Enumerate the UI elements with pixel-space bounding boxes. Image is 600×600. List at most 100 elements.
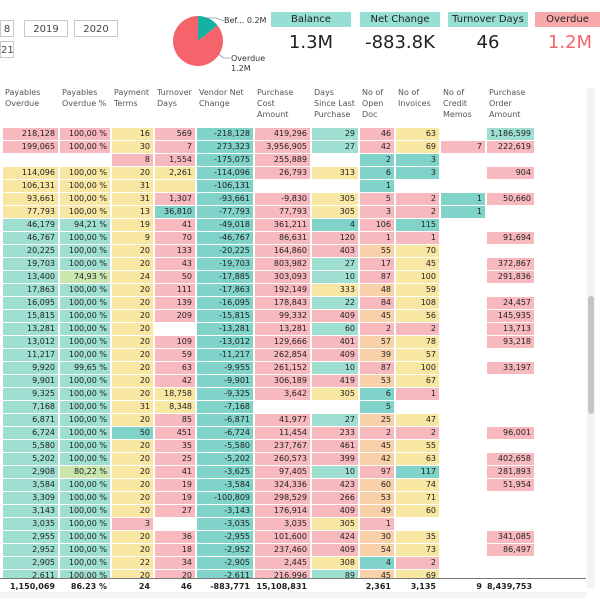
table-row[interactable]: 6,724 100,00 % 50 451 -6,724 11,454 233 2 2 96,00… [0, 427, 586, 440]
cell-purchase-cost-amount: -9,830 [255, 193, 310, 205]
cell-days-since-last-purchase: 313 [312, 167, 358, 179]
cell-purchase-cost-amount: 303,093 [255, 271, 310, 283]
cell-payables-overdue: 2,908 [3, 466, 58, 478]
column-header-days-since-last-purchase[interactable]: Days Since Last Purchase [314, 88, 355, 119]
cell-payables-overdue: 218,128 [3, 128, 58, 140]
pie-slice-before[interactable] [198, 16, 218, 41]
table-row[interactable]: 199,065 100,00 % 30 7 273,323 3,956,905 27 42 69… [0, 141, 586, 154]
card-turnover-days-title: Turnover Days [448, 12, 528, 27]
table-row[interactable]: 9,920 99,65 % 20 63 -9,955 261,152 10 87 100 33,1… [0, 362, 586, 375]
cell-payables-overdue-pct: 100,00 % [60, 245, 110, 257]
column-header-vendor-net-change[interactable]: Vendor Net Change [199, 88, 244, 108]
table-row[interactable]: 5,580 100,00 % 20 35 -5,580 237,767 461 45 55 [0, 440, 586, 453]
cell-vendor-net-change: -9,955 [197, 362, 253, 374]
cell-payables-overdue-pct: 100,00 % [60, 388, 110, 400]
cell-payables-overdue: 16,095 [3, 297, 58, 309]
table-row[interactable]: 5,202 100,00 % 20 25 -5,202 260,573 399 42 63 402… [0, 453, 586, 466]
column-header-purchase-order-amount[interactable]: Purchase Order Amount [489, 88, 526, 119]
cell-no-of-open-doc: 2 [360, 427, 394, 439]
table-row[interactable]: 106,131 100,00 % 31 -106,131 1 [0, 180, 586, 193]
cell-no-of-open-doc: 84 [360, 297, 394, 309]
table-row[interactable]: 13,281 100,00 % 20 -13,281 13,281 60 2 2 13,713 [0, 323, 586, 336]
cell-purchase-cost-amount: 3,035 [255, 518, 310, 530]
cell-payables-overdue: 17,863 [3, 284, 58, 296]
table-row[interactable]: 2,908 80,22 % 20 41 -3,625 97,405 10 97 117 281,8… [0, 466, 586, 479]
cell-turnover-days: 41 [155, 466, 195, 478]
year-button-8[interactable]: 8 [0, 20, 14, 37]
column-header-payables-overdue-pct[interactable]: Payables Overdue % [62, 88, 107, 108]
table-row[interactable]: 3,035 100,00 % 3 -3,035 3,035 305 1 [0, 518, 586, 531]
cell-vendor-net-change: -46,767 [197, 232, 253, 244]
cell-purchase-order-amount: 51,954 [487, 479, 534, 491]
scrollbar-thumb[interactable] [588, 296, 594, 414]
table-row[interactable]: 13,012 100,00 % 20 109 -13,012 129,666 401 57 78… [0, 336, 586, 349]
column-header-purchase-cost-amount[interactable]: Purchase Cost Amount [257, 88, 294, 119]
table-row[interactable]: 2,952 100,00 % 20 18 -2,952 237,460 409 54 73 86,… [0, 544, 586, 557]
table-row[interactable]: 3,143 100,00 % 20 27 -3,143 176,914 409 49 60 [0, 505, 586, 518]
cell-no-of-invoices: 74 [396, 479, 439, 491]
cell-purchase-cost-amount: 178,843 [255, 297, 310, 309]
year-button-21[interactable]: 21 [0, 41, 14, 58]
table-row[interactable]: 9,901 100,00 % 20 42 -9,901 306,189 419 53 67 [0, 375, 586, 388]
table-row[interactable]: 3,309 100,00 % 20 19 -100,809 298,529 266 53 71 [0, 492, 586, 505]
table-row[interactable]: 218,128 100,00 % 16 569 -218,128 419,296 29 46 6… [0, 128, 586, 141]
table-row[interactable]: 9,325 100,00 % 20 18,758 -9,325 3,642 305 6 1 [0, 388, 586, 401]
cell-payables-overdue-pct: 100,00 % [60, 401, 110, 413]
pie-slice-overdue[interactable] [173, 16, 223, 67]
table-row[interactable]: 17,863 100,00 % 20 111 -17,863 192,149 333 48 59 [0, 284, 586, 297]
cell-payment-terms: 20 [112, 388, 153, 400]
cell-purchase-cost-amount: 2,445 [255, 557, 310, 569]
cell-no-of-credit-memos [441, 245, 485, 257]
cell-no-of-credit-memos [441, 479, 485, 491]
cell-purchase-cost-amount: 803,982 [255, 258, 310, 270]
table-row[interactable]: 46,179 94,21 % 19 41 -49,018 361,211 4 106 115 [0, 219, 586, 232]
table-row[interactable]: 6,871 100,00 % 20 85 -6,871 41,977 27 25 47 [0, 414, 586, 427]
cell-vendor-net-change: -218,128 [197, 128, 253, 140]
table-vertical-scrollbar[interactable] [587, 88, 595, 588]
column-header-no-of-credit-memos[interactable]: No of Credit Memos [443, 88, 472, 119]
cell-no-of-credit-memos [441, 414, 485, 426]
cell-no-of-invoices: 117 [396, 466, 439, 478]
cell-turnover-days: 111 [155, 284, 195, 296]
table-row[interactable]: 16,095 100,00 % 20 139 -16,095 178,843 22 84 108… [0, 297, 586, 310]
cell-no-of-open-doc: 53 [360, 492, 394, 504]
cell-payables-overdue: 2,905 [3, 557, 58, 569]
table-row[interactable]: 7,168 100,00 % 31 8,348 -7,168 5 [0, 401, 586, 414]
table-row[interactable]: 2,905 100,00 % 22 34 -2,905 2,445 308 4 2 [0, 557, 586, 570]
year-button-2019[interactable]: 2019 [24, 20, 68, 37]
table-row[interactable]: 3,584 100,00 % 20 19 -3,584 324,336 423 60 74 51,… [0, 479, 586, 492]
cell-no-of-open-doc: 1 [360, 180, 394, 192]
table-row[interactable]: 19,703 100,00 % 20 43 -19,703 803,982 27 17 45 37… [0, 258, 586, 271]
column-header-payment-terms[interactable]: Payment Terms [114, 88, 150, 108]
column-header-payables-overdue[interactable]: Payables Overdue [5, 88, 41, 108]
cell-payment-terms: 31 [112, 401, 153, 413]
table-row[interactable]: 2,955 100,00 % 20 36 -2,955 101,600 424 30 35 341… [0, 531, 586, 544]
cell-payables-overdue-pct: 100,00 % [60, 141, 110, 153]
table-row[interactable]: 20,225 100,00 % 20 133 -20,225 164,860 403 55 70 [0, 245, 586, 258]
column-header-turnover-days[interactable]: Turnover Days [157, 88, 192, 108]
table-row[interactable]: 15,815 100,00 % 20 209 -15,815 99,332 409 45 56 1… [0, 310, 586, 323]
cell-no-of-invoices: 67 [396, 375, 439, 387]
cell-payment-terms: 20 [112, 505, 153, 517]
table-row[interactable]: 93,661 100,00 % 31 1,307 -93,661 -9,830 305 5 2 1… [0, 193, 586, 206]
cell-no-of-open-doc: 87 [360, 271, 394, 283]
cell-payment-terms: 20 [112, 258, 153, 270]
table-row[interactable]: 77,793 100,00 % 13 36,810 -77,793 77,793 305 3 2… [0, 206, 586, 219]
table-row[interactable]: 11,217 100,00 % 20 59 -11,217 262,854 409 39 57 [0, 349, 586, 362]
cell-no-of-open-doc: 48 [360, 284, 394, 296]
cell-payment-terms: 20 [112, 167, 153, 179]
year-button-2020[interactable]: 2020 [74, 20, 118, 37]
cell-vendor-net-change: -49,018 [197, 219, 253, 231]
table-row[interactable]: 13,400 74,93 % 24 50 -17,885 303,093 10 87 100 29… [0, 271, 586, 284]
table-row[interactable]: 114,096 100,00 % 20 2,261 -114,096 26,793 313 6… [0, 167, 586, 180]
table-horizontal-scrollbar[interactable] [0, 592, 586, 598]
column-header-no-of-invoices[interactable]: No of Invoices [398, 88, 431, 108]
cell-turnover-days: 2,261 [155, 167, 195, 179]
cell-turnover-days: 1,307 [155, 193, 195, 205]
table-row[interactable]: 46,767 100,00 % 9 70 -46,767 86,631 120 1 1 91,69… [0, 232, 586, 245]
cell-payables-overdue: 3,035 [3, 518, 58, 530]
cell-vendor-net-change: -19,703 [197, 258, 253, 270]
cell-no-of-open-doc: 2 [360, 323, 394, 335]
table-row[interactable]: 8 1,554 -175,075 255,889 2 3 [0, 154, 586, 167]
column-header-no-of-open-doc[interactable]: No of Open Doc [362, 88, 384, 119]
